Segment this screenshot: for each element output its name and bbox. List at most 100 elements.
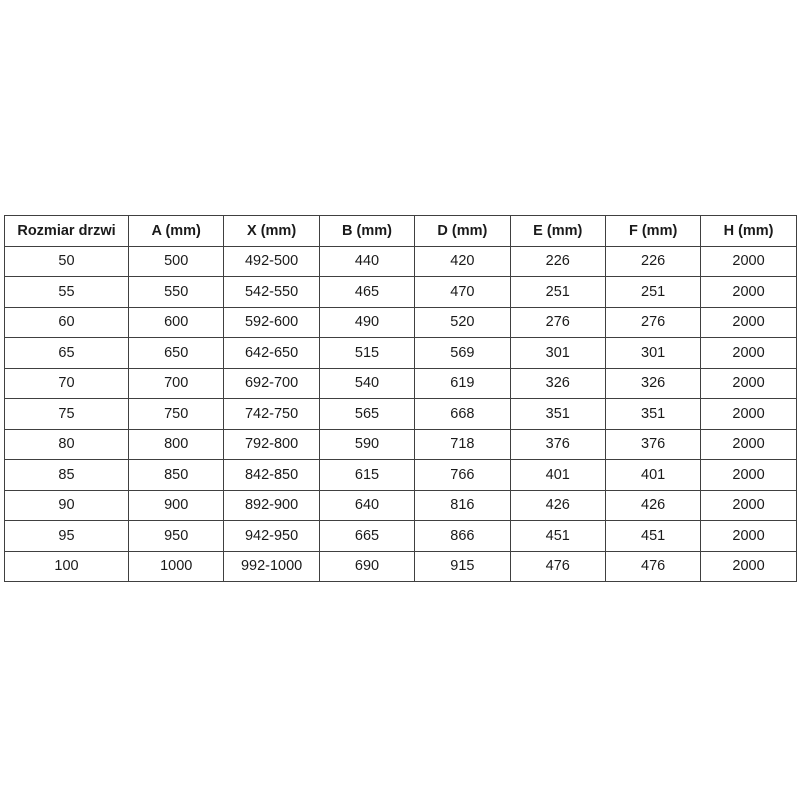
table-cell: 376 [604,428,702,460]
column-header: A (mm) [127,215,225,247]
column-header: H (mm) [700,215,797,247]
table-cell: 619 [414,367,511,399]
table-cell: 440 [318,245,416,277]
table-cell: 2000 [700,459,797,491]
table-cell: 251 [509,276,606,308]
table-cell: 842-850 [223,459,320,491]
table-cell: 376 [509,428,606,460]
table-cell: 650 [127,337,225,369]
table-cell: 251 [604,276,702,308]
table-row: 70 700 692-700 540 619 326 326 2000 [4,367,797,399]
table-cell: 850 [127,459,225,491]
table-cell: 226 [509,245,606,277]
table-cell: 65 [4,337,129,369]
table-cell: 600 [127,306,225,338]
table-cell: 2000 [700,245,797,277]
table-cell: 401 [509,459,606,491]
table-row: 80 800 792-800 590 718 376 376 2000 [4,428,797,460]
column-header: D (mm) [414,215,511,247]
column-header: B (mm) [318,215,416,247]
table-cell: 2000 [700,428,797,460]
table-head: Rozmiar drzwi A (mm) X (mm) B (mm) D (mm) E (… [4,215,797,247]
table-cell: 569 [414,337,511,369]
table-cell: 60 [4,306,129,338]
table-cell: 476 [604,550,702,582]
table-row: 65 650 642-650 515 569 301 301 2000 [4,337,797,369]
table-cell: 892-900 [223,489,320,521]
table-cell: 276 [509,306,606,338]
table-cell: 470 [414,276,511,308]
table-cell: 2000 [700,306,797,338]
table-cell: 451 [604,520,702,552]
table-cell: 465 [318,276,416,308]
table-row: 50 500 492-500 440 420 226 226 2000 [4,245,797,277]
table-cell: 476 [509,550,606,582]
table-cell: 542-550 [223,276,320,308]
table-cell: 718 [414,428,511,460]
table-cell: 515 [318,337,416,369]
table-cell: 750 [127,398,225,430]
table-cell: 792-800 [223,428,320,460]
table-cell: 326 [604,367,702,399]
table-cell: 866 [414,520,511,552]
table-cell: 351 [509,398,606,430]
table-cell: 565 [318,398,416,430]
table-cell: 95 [4,520,129,552]
table-cell: 742-750 [223,398,320,430]
table-cell: 90 [4,489,129,521]
table-cell: 2000 [700,489,797,521]
table-header-row: Rozmiar drzwi A (mm) X (mm) B (mm) D (mm) E (… [4,215,797,247]
table-cell: 2000 [700,337,797,369]
table-cell: 1000 [127,550,225,582]
column-header: X (mm) [223,215,320,247]
table-cell: 2000 [700,276,797,308]
table-cell: 668 [414,398,511,430]
table-cell: 915 [414,550,511,582]
table-cell: 942-950 [223,520,320,552]
column-header: E (mm) [509,215,606,247]
table-cell: 642-650 [223,337,320,369]
table-row: 100 1000 992-1000 690 915 476 476 2000 [4,550,797,582]
table-row: 85 850 842-850 615 766 401 401 2000 [4,459,797,491]
table-row: 55 550 542-550 465 470 251 251 2000 [4,276,797,308]
table-cell: 900 [127,489,225,521]
table-cell: 70 [4,367,129,399]
table-cell: 800 [127,428,225,460]
table-cell: 590 [318,428,416,460]
table-cell: 816 [414,489,511,521]
table-cell: 540 [318,367,416,399]
table-cell: 766 [414,459,511,491]
table-cell: 700 [127,367,225,399]
table-cell: 55 [4,276,129,308]
table-cell: 420 [414,245,511,277]
door-dimensions-table: Rozmiar drzwi A (mm) X (mm) B (mm) D (mm) E (… [4,215,797,582]
table-cell: 351 [604,398,702,430]
table-cell: 992-1000 [223,550,320,582]
table-cell: 276 [604,306,702,338]
table-cell: 490 [318,306,416,338]
table-cell: 226 [604,245,702,277]
table-row: 90 900 892-900 640 816 426 426 2000 [4,489,797,521]
table-cell: 640 [318,489,416,521]
table-cell: 520 [414,306,511,338]
table-cell: 592-600 [223,306,320,338]
table-cell: 301 [604,337,702,369]
table-cell: 100 [4,550,129,582]
column-header: Rozmiar drzwi [4,215,129,247]
table-cell: 492-500 [223,245,320,277]
table-cell: 950 [127,520,225,552]
table-row: 95 950 942-950 665 866 451 451 2000 [4,520,797,552]
table-cell: 615 [318,459,416,491]
table-cell: 500 [127,245,225,277]
table-row: 60 600 592-600 490 520 276 276 2000 [4,306,797,338]
table-cell: 85 [4,459,129,491]
table-cell: 80 [4,428,129,460]
table-cell: 2000 [700,398,797,430]
table-cell: 451 [509,520,606,552]
table-cell: 301 [509,337,606,369]
table-body: 50 500 492-500 440 420 226 226 2000 55 550 542-550… [4,245,797,582]
table-cell: 426 [509,489,606,521]
table-cell: 2000 [700,520,797,552]
column-header: F (mm) [604,215,702,247]
